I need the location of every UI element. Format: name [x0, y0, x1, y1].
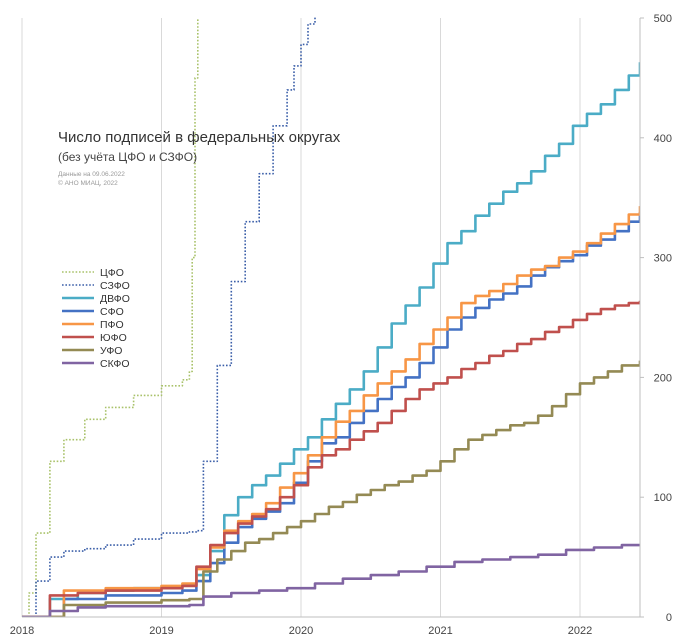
chart-subtitle: (без учёта ЦФО и СЗФО) [58, 150, 197, 164]
x-tick-label: 2021 [428, 625, 452, 637]
x-tick-label: 2018 [10, 625, 34, 637]
series-line-ПФО [22, 206, 640, 617]
series-line-ЮФО [22, 300, 640, 617]
x-tick-label: 2019 [149, 625, 173, 637]
copyright-note: © АНО МИАЦ, 2022 [58, 179, 118, 187]
chart-title-block: Число подписей в федеральных округах (бе… [58, 129, 341, 187]
legend-label: ДВФО [100, 293, 130, 305]
y-tick-label: 400 [654, 133, 672, 145]
x-tick-label: 2022 [568, 625, 592, 637]
series-line-УФО [22, 360, 640, 617]
legend-label: СКФО [100, 358, 130, 370]
legend-label: ПФО [100, 319, 124, 331]
series-lines [22, 16, 640, 617]
legend-label: СЗФО [100, 280, 130, 292]
axes: 2018 2019 2020 2021 2022 0 100 200 300 400 500 [10, 13, 672, 637]
chart-title: Число подписей в федеральных округах [58, 129, 341, 146]
series-line-СЗФО [22, 16, 316, 617]
legend-label: УФО [100, 345, 122, 357]
y-tick-label: 0 [666, 612, 672, 624]
y-tick-label: 500 [654, 13, 672, 25]
grid [21, 18, 581, 617]
legend-label: ЦФО [100, 267, 124, 279]
data-date-note: Данные на 09.06.2022 [58, 171, 125, 178]
y-tick-label: 200 [654, 372, 672, 384]
series-line-ЦФО [22, 18, 199, 617]
legend-label: ЮФО [100, 332, 127, 344]
legend-label: СФО [100, 306, 124, 318]
y-tick-label: 100 [654, 492, 672, 504]
x-tick-label: 2020 [289, 625, 313, 637]
y-tick-label: 300 [654, 253, 672, 265]
series-line-СКФО [22, 543, 640, 617]
